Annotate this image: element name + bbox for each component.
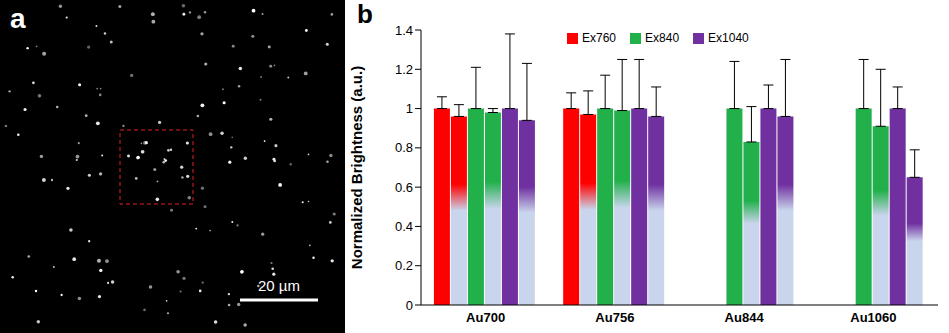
html-text:Ex760: Ex760 xyxy=(582,31,616,45)
html-text:b: b xyxy=(357,0,373,29)
html-text:Ex1040: Ex1040 xyxy=(708,31,749,45)
svg-text:Au844: Au844 xyxy=(725,310,765,325)
svg-text:a: a xyxy=(10,3,26,34)
svg-text:Au756: Au756 xyxy=(595,310,634,325)
svg-text:0.4: 0.4 xyxy=(395,219,413,234)
svg-text:Au700: Au700 xyxy=(466,310,505,325)
svg-text:Au1060: Au1060 xyxy=(850,310,896,325)
svg-text:Normalized Brightness (a.u.): Normalized Brightness (a.u.) xyxy=(349,66,365,269)
html-text:Ex840: Ex840 xyxy=(645,31,680,45)
svg-text:20 µm: 20 µm xyxy=(258,277,300,294)
svg-text:0.8: 0.8 xyxy=(395,140,413,155)
svg-text:0.6: 0.6 xyxy=(395,180,413,195)
svg-text:0.2: 0.2 xyxy=(395,258,413,273)
svg-text:1: 1 xyxy=(406,101,413,116)
svg-text:0: 0 xyxy=(406,298,413,313)
svg-text:1.4: 1.4 xyxy=(395,23,413,38)
svg-text:1.2: 1.2 xyxy=(395,62,413,77)
